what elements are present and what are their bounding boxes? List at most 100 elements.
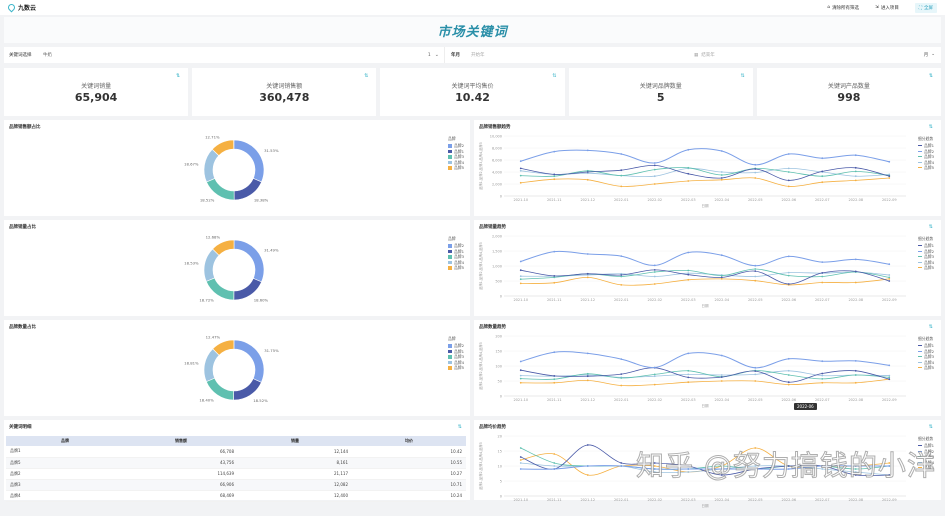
- legend-item[interactable]: 品牌1: [918, 243, 934, 249]
- filter-link-icon[interactable]: ⇅: [928, 324, 933, 330]
- line-chart[interactable]: 0 2,000 4,000 6,000 8,000 10,000 品牌1,品牌2,品牌3,品…: [474, 130, 914, 216]
- data-point[interactable]: [553, 281, 556, 284]
- data-point[interactable]: [754, 465, 757, 467]
- filter-link-icon[interactable]: ⇅: [928, 224, 933, 230]
- granularity-select[interactable]: 月 ⌄: [923, 52, 935, 58]
- data-point[interactable]: [653, 162, 656, 164]
- data-point[interactable]: [620, 373, 623, 375]
- data-point[interactable]: [821, 374, 824, 377]
- line-series[interactable]: [520, 177, 890, 187]
- data-point[interactable]: [653, 283, 656, 285]
- legend-item[interactable]: 品牌5: [448, 365, 464, 371]
- data-point[interactable]: [519, 269, 522, 272]
- data-point[interactable]: [854, 474, 857, 476]
- data-point[interactable]: [687, 471, 690, 473]
- filter-link-icon[interactable]: ⇅: [457, 424, 462, 430]
- clear-filters-button[interactable]: ⌂ 清除所有筛选: [827, 5, 860, 11]
- data-point[interactable]: [653, 164, 656, 167]
- data-point[interactable]: [754, 264, 757, 267]
- data-point[interactable]: [687, 273, 690, 276]
- data-point[interactable]: [653, 168, 656, 171]
- data-point[interactable]: [888, 276, 891, 279]
- legend-item[interactable]: 品牌1: [918, 143, 934, 149]
- data-point[interactable]: [787, 153, 790, 155]
- data-point[interactable]: [821, 468, 824, 470]
- data-point[interactable]: [821, 170, 824, 173]
- data-point[interactable]: [720, 174, 723, 176]
- data-point[interactable]: [653, 175, 656, 178]
- data-point[interactable]: [754, 163, 757, 166]
- data-point[interactable]: [586, 465, 589, 467]
- pie-slice[interactable]: [203, 248, 220, 282]
- data-point[interactable]: [888, 465, 891, 467]
- line-series[interactable]: [520, 370, 890, 378]
- data-point[interactable]: [754, 468, 757, 470]
- data-point[interactable]: [888, 474, 891, 476]
- data-point[interactable]: [653, 264, 656, 267]
- data-point[interactable]: [519, 377, 522, 380]
- line-series[interactable]: [520, 367, 890, 383]
- legend-item[interactable]: 品牌2: [448, 143, 464, 149]
- data-point[interactable]: [854, 258, 857, 261]
- legend-item[interactable]: 品牌1: [448, 349, 464, 355]
- line-series[interactable]: [520, 276, 890, 286]
- data-point[interactable]: [787, 468, 790, 470]
- data-point[interactable]: [586, 352, 589, 355]
- legend-item[interactable]: 品牌5: [918, 465, 934, 471]
- data-point[interactable]: [586, 444, 589, 446]
- data-point[interactable]: [821, 261, 824, 263]
- legend-item[interactable]: 品牌1: [448, 149, 464, 155]
- data-point[interactable]: [553, 468, 556, 470]
- data-point[interactable]: [620, 169, 623, 172]
- legend-item[interactable]: 品牌1: [918, 443, 934, 449]
- table-row[interactable]: 品牌4 68,469 12,400 10.24: [6, 490, 466, 502]
- fullscreen-button[interactable]: ⛶ 全屏: [914, 2, 937, 13]
- data-point[interactable]: [854, 374, 857, 376]
- line-chart[interactable]: 0 5 10 15 20 品牌1,品牌2,品牌3,品牌4,品牌5 2021-10 2021-1…: [474, 430, 914, 516]
- data-point[interactable]: [854, 170, 857, 173]
- data-point[interactable]: [519, 468, 522, 470]
- line-series[interactable]: [520, 465, 890, 470]
- data-point[interactable]: [821, 360, 824, 363]
- data-point[interactable]: [754, 168, 757, 170]
- data-point[interactable]: [553, 375, 556, 377]
- data-point[interactable]: [888, 263, 891, 266]
- enter-project-button[interactable]: ⇲ 进入项目: [875, 5, 899, 11]
- data-point[interactable]: [553, 462, 556, 464]
- data-point[interactable]: [620, 275, 623, 278]
- data-point[interactable]: [687, 180, 690, 182]
- data-point[interactable]: [720, 274, 723, 277]
- legend-item[interactable]: 品牌3: [448, 354, 464, 360]
- data-point[interactable]: [653, 465, 656, 467]
- line-series[interactable]: [520, 167, 890, 177]
- column-header-brand[interactable]: 品牌: [6, 436, 124, 446]
- end-date-input[interactable]: ▦ 结束年: [694, 52, 715, 59]
- data-point[interactable]: [787, 374, 790, 376]
- data-point[interactable]: [888, 274, 891, 276]
- legend-item[interactable]: 品牌4: [918, 460, 934, 466]
- data-point[interactable]: [854, 468, 857, 470]
- data-point[interactable]: [553, 381, 556, 384]
- data-point[interactable]: [687, 269, 690, 272]
- data-point[interactable]: [888, 376, 891, 379]
- data-point[interactable]: [553, 150, 556, 153]
- legend-item[interactable]: 品牌4: [918, 360, 934, 366]
- line-series[interactable]: [520, 148, 890, 166]
- pie-slice[interactable]: [203, 348, 220, 383]
- data-point[interactable]: [888, 280, 891, 282]
- data-point[interactable]: [754, 366, 757, 369]
- data-point[interactable]: [720, 177, 723, 179]
- column-header-avg-price[interactable]: 均价: [352, 436, 466, 446]
- pie-slice[interactable]: [233, 339, 265, 383]
- data-point[interactable]: [653, 375, 656, 378]
- data-point[interactable]: [854, 175, 857, 178]
- data-point[interactable]: [519, 260, 522, 263]
- chart-legend[interactable]: 细分趋势 品牌1 品牌2 品牌3 品牌4 品牌5: [918, 236, 934, 271]
- filter-link-icon[interactable]: ⇅: [740, 73, 745, 79]
- data-point[interactable]: [519, 374, 522, 377]
- chart-legend[interactable]: 品牌 品牌2 品牌1 品牌3 品牌4 品牌5: [448, 136, 464, 171]
- data-point[interactable]: [687, 166, 690, 169]
- data-point[interactable]: [854, 270, 857, 273]
- data-point[interactable]: [720, 178, 723, 181]
- data-point[interactable]: [653, 366, 656, 369]
